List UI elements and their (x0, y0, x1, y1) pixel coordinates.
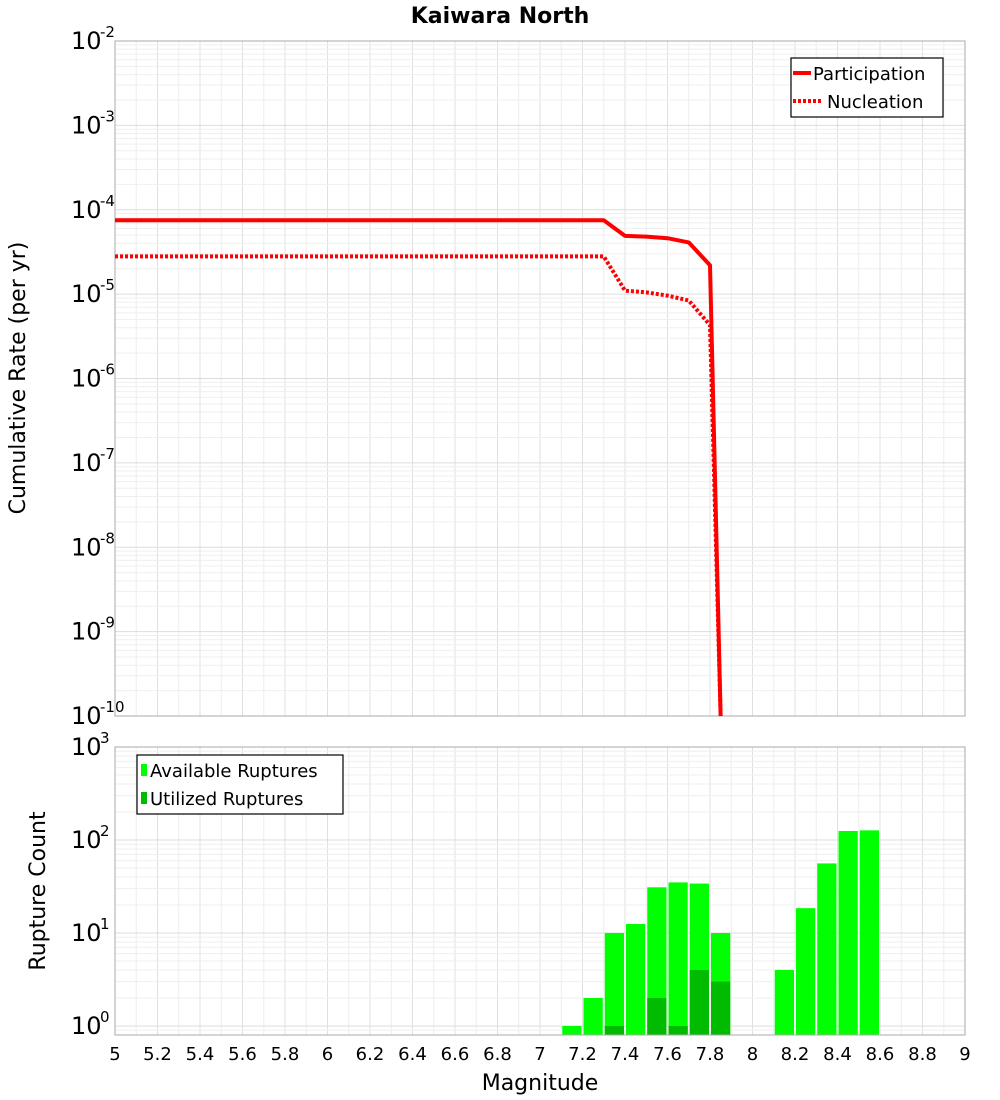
legend-participation-label: Participation (813, 64, 925, 85)
rate-y-tick-exponent: -8 (100, 529, 115, 547)
x-tick-label: 5.8 (271, 1044, 300, 1065)
count-x-ticks: 5 5.2 5.4 5.6 5.8 6 6.2 6.4 6.6 6.8 7 7.2 7.4 7.6 7.8 8… (109, 1044, 970, 1065)
rate-y-tick-label: 10 (71, 449, 102, 477)
x-tick-label: 6.2 (356, 1044, 385, 1065)
rate-panel: 10-210-310-410-510-610-710-810-910-10 Cu… (6, 23, 966, 730)
count-y-tick-label: 10 (71, 919, 102, 947)
rate-y-tick-label: 10 (71, 533, 102, 561)
series-line-nucleation (115, 254, 723, 717)
available-rupture-bar (817, 863, 837, 1035)
legend-available-swatch (141, 764, 147, 776)
x-tick-label: 6.8 (483, 1044, 512, 1065)
available-rupture-bar (838, 830, 858, 1035)
rate-y-tick-label: 10 (71, 27, 102, 55)
rate-y-tick-label: 10 (71, 365, 102, 393)
count-plot-frame (114, 746, 966, 1036)
count-y-tick-label: 10 (71, 733, 102, 761)
x-tick-label: 8.4 (823, 1044, 852, 1065)
available-rupture-bar (583, 997, 603, 1035)
count-y-tick-exponent: 2 (100, 822, 110, 840)
available-rupture-bar (604, 932, 624, 1035)
available-rupture-bar (774, 969, 794, 1035)
x-tick-label: 5.2 (143, 1044, 172, 1065)
rate-y-tick-label: 10 (71, 280, 102, 308)
x-tick-label: 7.4 (611, 1044, 640, 1065)
rate-y-tick-exponent: -5 (100, 276, 115, 294)
count-y-tick-exponent: 1 (100, 915, 110, 933)
x-tick-label: 7 (534, 1044, 545, 1065)
x-tick-label: 7.2 (568, 1044, 597, 1065)
count-bars (562, 830, 879, 1035)
count-y-tick-label: 10 (71, 1012, 102, 1040)
rate-legend: Participation Nucleation (790, 57, 944, 118)
x-tick-label: 5.4 (186, 1044, 215, 1065)
available-rupture-bar (859, 830, 879, 1035)
rate-legend-box (790, 57, 944, 118)
x-tick-label: 7.6 (653, 1044, 682, 1065)
x-tick-label: 7.8 (696, 1044, 725, 1065)
rate-series (114, 218, 723, 717)
x-tick-label: 8.8 (908, 1044, 937, 1065)
rate-y-tick-exponent: -10 (100, 698, 125, 716)
available-rupture-bar (626, 923, 646, 1035)
rate-y-tick-label: 10 (71, 196, 102, 224)
legend-utilized-swatch (141, 792, 147, 804)
x-tick-label: 8 (747, 1044, 758, 1065)
x-tick-label: 6.6 (441, 1044, 470, 1065)
rate-plot-frame (114, 40, 966, 717)
x-tick-label: 9 (959, 1044, 970, 1065)
legend-available-label: Available Ruptures (150, 761, 318, 782)
x-tick-label: 6 (322, 1044, 333, 1065)
utilized-rupture-bar (711, 981, 731, 1035)
rate-y-tick-label: 10 (71, 618, 102, 646)
count-legend: Available Ruptures Utilized Ruptures (136, 754, 344, 815)
legend-utilized-label: Utilized Ruptures (150, 789, 303, 810)
x-tick-label: 8.6 (866, 1044, 895, 1065)
available-rupture-bar (668, 882, 688, 1035)
series-line-participation (115, 218, 723, 717)
chart-title: Kaiwara North (411, 4, 590, 29)
rate-y-axis-label: Cumulative Rate (per yr) (6, 242, 31, 515)
rate-y-tick-exponent: -2 (100, 23, 115, 41)
count-y-tick-exponent: 0 (100, 1008, 110, 1026)
utilized-rupture-bar (689, 969, 709, 1035)
rate-y-tick-exponent: -4 (100, 192, 115, 210)
available-rupture-bar (562, 1025, 582, 1035)
count-legend-box (136, 754, 344, 815)
rate-y-tick-exponent: -3 (100, 107, 115, 125)
legend-nucleation-label: Nucleation (827, 92, 923, 113)
count-y-tick-label: 10 (71, 826, 102, 854)
x-tick-label: 8.2 (781, 1044, 810, 1065)
rate-y-tick-exponent: -9 (100, 614, 115, 632)
rate-y-tick-label: 10 (71, 111, 102, 139)
rate-y-tick-label: 10 (71, 702, 102, 730)
x-axis-label: Magnitude (482, 1071, 599, 1096)
x-tick-label: 5.6 (228, 1044, 257, 1065)
utilized-rupture-bar (604, 1025, 624, 1035)
rate-y-tick-exponent: -7 (100, 445, 115, 463)
rate-y-ticks: 10-210-310-410-510-610-710-810-910-10 (71, 23, 125, 730)
x-tick-label: 5 (109, 1044, 120, 1065)
utilized-rupture-bar (647, 997, 667, 1035)
rate-grid (114, 41, 966, 717)
rate-y-tick-exponent: -6 (100, 361, 115, 379)
count-y-axis-label: Rupture Count (26, 811, 51, 971)
available-rupture-bar (796, 908, 816, 1035)
count-y-tick-exponent: 3 (100, 729, 110, 747)
x-tick-label: 6.4 (398, 1044, 427, 1065)
utilized-rupture-bar (668, 1025, 688, 1035)
